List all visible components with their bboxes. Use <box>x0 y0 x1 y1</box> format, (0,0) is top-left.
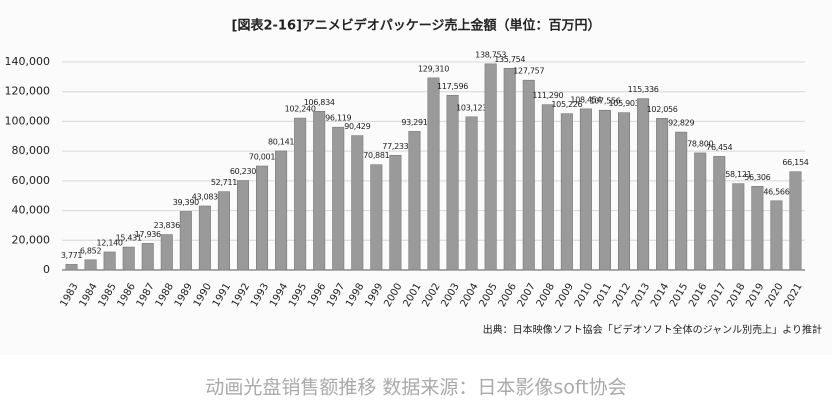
value-label: 77,233 <box>382 142 408 151</box>
y-tick-label: 60,000 <box>12 174 51 187</box>
value-label: 105,903 <box>609 99 640 108</box>
value-label: 15,431 <box>116 234 142 243</box>
bar <box>732 183 745 271</box>
value-label: 92,829 <box>668 119 694 128</box>
y-tick-label: 100,000 <box>5 114 51 127</box>
value-label: 90,429 <box>344 122 370 131</box>
bar <box>465 116 478 271</box>
value-label: 111,290 <box>532 91 563 100</box>
y-tick-label: 40,000 <box>12 204 51 217</box>
value-label: 6,852 <box>80 246 102 255</box>
value-label: 135,754 <box>494 55 525 64</box>
bar <box>103 251 116 271</box>
bar <box>236 180 250 271</box>
bar <box>503 68 516 271</box>
value-label: 103,123 <box>456 103 487 112</box>
bar <box>84 259 97 271</box>
value-label: 102,056 <box>647 105 678 114</box>
value-label: 52,711 <box>211 178 237 187</box>
value-label: 76,454 <box>706 143 732 152</box>
value-label: 12,140 <box>97 238 123 247</box>
value-label: 138,753 <box>475 50 506 59</box>
bar <box>389 154 402 271</box>
y-tick-label: 20,000 <box>12 233 51 246</box>
bar <box>789 171 802 271</box>
value-label: 105,226 <box>551 100 582 109</box>
value-label: 70,881 <box>363 151 389 160</box>
bar <box>160 234 173 271</box>
value-label: 58,121 <box>725 170 751 179</box>
value-label: 96,119 <box>325 114 351 123</box>
value-label: 93,291 <box>401 118 427 127</box>
value-label: 17,936 <box>135 230 161 239</box>
bar <box>541 104 554 271</box>
bar <box>656 118 669 271</box>
bar <box>351 135 364 271</box>
bar <box>332 126 345 271</box>
bar <box>751 186 764 271</box>
value-label: 106,834 <box>304 98 335 107</box>
bar <box>675 131 688 271</box>
bar <box>256 165 269 271</box>
bar <box>217 191 230 271</box>
bar <box>141 243 154 271</box>
bar <box>598 109 611 271</box>
y-tick-label: 0 <box>43 263 50 276</box>
bar <box>637 98 650 271</box>
value-label: 78,800 <box>687 139 713 148</box>
y-tick-label: 140,000 <box>5 55 51 68</box>
bar <box>427 77 440 271</box>
value-label: 23,836 <box>154 221 180 230</box>
bar <box>713 156 726 271</box>
value-label: 102,240 <box>285 105 316 114</box>
bar <box>179 211 192 271</box>
bar <box>122 246 135 271</box>
value-label: 43,083 <box>192 192 218 201</box>
bar <box>275 150 288 271</box>
value-label: 107,556 <box>589 97 620 106</box>
value-label: 115,336 <box>628 85 659 94</box>
bar <box>770 200 783 271</box>
caption: 动画光盘销售额推移 数据来源：日本影像soft协会 <box>205 377 626 399</box>
bar <box>560 113 573 271</box>
bar <box>370 164 383 271</box>
value-label: 129,310 <box>418 64 449 73</box>
value-label: 3,771 <box>61 251 83 260</box>
bar <box>694 152 707 271</box>
y-tick-label: 120,000 <box>5 85 51 98</box>
bar <box>198 205 211 271</box>
value-label: 108,454 <box>570 95 601 104</box>
bar <box>65 264 78 271</box>
value-label: 70,001 <box>249 152 275 161</box>
value-label: 46,566 <box>763 187 789 196</box>
source-note: 出典：日本映像ソフト協会「ビデオソフト全体のジャンル別売上」より推計 <box>483 323 822 336</box>
value-label: 56,306 <box>744 173 770 182</box>
value-label: 66,154 <box>782 158 808 167</box>
value-label: 80,141 <box>268 137 294 146</box>
value-label: 117,596 <box>437 82 468 91</box>
bar <box>579 108 592 271</box>
y-tick-label: 80,000 <box>12 144 51 157</box>
bar <box>522 79 535 271</box>
value-label: 60,230 <box>230 167 256 176</box>
value-label: 39,390 <box>173 198 199 207</box>
bar <box>408 131 421 271</box>
value-label: 127,757 <box>513 67 544 76</box>
bar <box>484 63 497 271</box>
bar <box>313 110 326 271</box>
bar <box>446 94 459 271</box>
chart-title: [図表2-16]アニメビデオパッケージ売上金額（単位：百万円） <box>232 18 601 34</box>
bar <box>294 117 307 271</box>
bar <box>617 112 631 271</box>
